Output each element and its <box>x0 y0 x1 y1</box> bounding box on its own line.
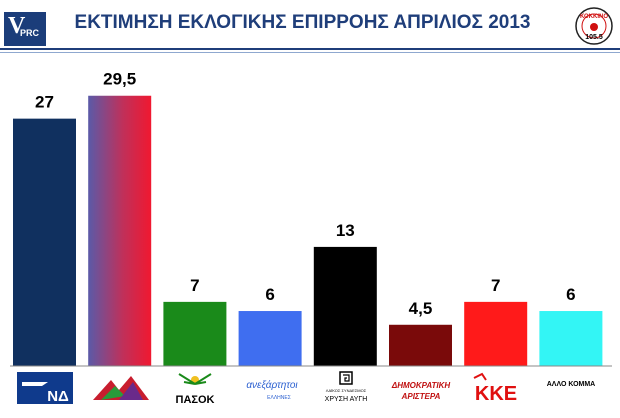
bar-3 <box>163 301 227 366</box>
value-label-4: 6 <box>265 285 274 304</box>
nd-logo-text: ΝΔ <box>47 388 69 405</box>
dimar-logo-line1: ΔΗΜΟΚΡΑΤΙΚΗ <box>391 381 450 390</box>
value-label-5: 13 <box>336 221 355 240</box>
nd-logo: ΝΔ <box>17 372 73 405</box>
bar-6 <box>389 324 452 366</box>
header-divider-thin <box>0 52 620 53</box>
kke-logo: ΚΚΕ <box>473 372 517 405</box>
bar-8 <box>539 311 603 366</box>
other-party-label: ΑΛΛΟ ΚΟΜΜΑ <box>547 381 596 388</box>
value-label-7: 7 <box>491 276 500 295</box>
syriza-logo <box>93 376 149 400</box>
anel-logo-subtext: ΕΛΛΗΝΕΣ <box>267 395 291 401</box>
anel-logo-text: ανεξάρτητοι <box>246 379 298 391</box>
xa-logo-text: ΧΡΥΣΗ ΑΥΓΗ <box>325 396 368 403</box>
bar-2 <box>88 95 152 366</box>
xa-logo: ΛΑΪΚΟΣ ΣΥΝΔΕΣΜΟΣ ΧΡΥΣΗ ΑΥΓΗ <box>325 371 368 403</box>
value-label-6: 4,5 <box>409 299 433 318</box>
kke-logo-text: ΚΚΕ <box>475 383 517 405</box>
xa-logo-subtext: ΛΑΪΚΟΣ ΣΥΝΔΕΣΜΟΣ <box>326 388 367 393</box>
vprc-logo-letter: V <box>8 13 26 39</box>
value-label-8: 6 <box>566 285 575 304</box>
value-label-2: 29,5 <box>103 70 136 89</box>
value-label-1: 27 <box>35 93 54 112</box>
radio-logo-frequency: 105.5 <box>585 34 603 41</box>
dimar-logo-line2: ΑΡΙΣΤΕΡΑ <box>401 392 441 401</box>
radio-logo-name: ΚΟΚΚΙΝΟ <box>580 14 608 20</box>
vprc-logo: V PRC <box>4 12 46 46</box>
vprc-logo-text: PRC <box>20 28 40 38</box>
dimar-logo: ΔΗΜΟΚΡΑΤΙΚΗ ΑΡΙΣΤΕΡΑ <box>391 381 450 401</box>
value-label-3: 7 <box>190 276 199 295</box>
bar-7 <box>464 301 528 366</box>
other-party-text: ΑΛΛΟ ΚΟΜΜΑ <box>547 381 596 388</box>
page-title: ΕΚΤΙΜΗΣΗ ΕΚΛΟΓΙΚΗΣ ΕΠΙΡΡΟΗΣ ΑΠΡΙΛΙΟΣ 201… <box>74 12 531 33</box>
bar-5 <box>313 246 377 366</box>
anel-logo: ανεξάρτητοι ΕΛΛΗΝΕΣ <box>246 379 298 401</box>
bar-4 <box>238 311 302 366</box>
pasok-logo-text: ΠΑΣΟΚ <box>176 394 215 406</box>
radio-station-logo: ΚΟΚΚΙΝΟ 105.5 <box>575 7 613 45</box>
header-divider <box>0 48 620 50</box>
bar-1 <box>13 118 76 366</box>
pasok-logo: ΠΑΣΟΚ <box>176 373 215 406</box>
